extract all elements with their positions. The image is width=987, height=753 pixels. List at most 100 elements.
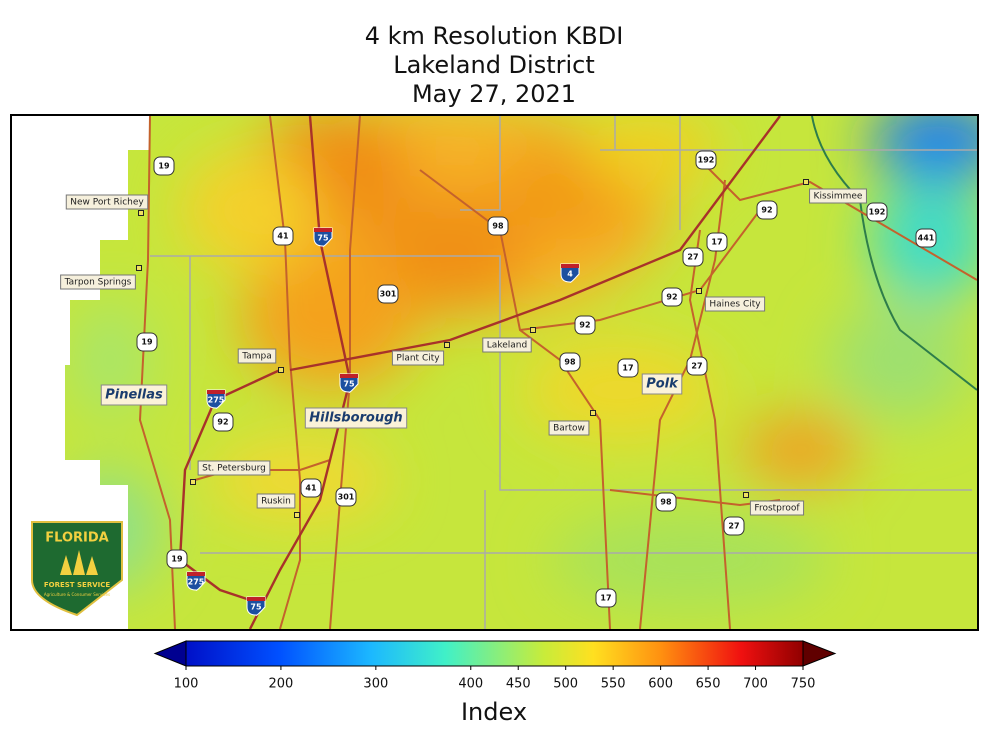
place-marker [590,410,596,416]
place-label-text: Ruskin [261,497,291,507]
route-shield: 41 [300,478,322,498]
colorbar-tick-label: 700 [743,677,768,692]
county-label: Hillsborough [304,407,408,429]
shield-band [207,390,225,394]
route-shield: 192 [695,150,717,170]
shield-band [340,374,358,378]
colorbar-tick-label: 100 [174,677,199,692]
place-label: Plant City [391,350,445,366]
route-number: 192 [869,208,886,217]
shield-shape [866,202,888,222]
route-shield: 27 [723,516,745,536]
shield-shape [560,263,580,283]
shield-shape [915,228,937,248]
interstate-shield: 275 [186,571,206,591]
colorbar-tick-label: 200 [269,677,294,692]
county-label-text: Polk [646,377,679,392]
shield-shape [574,315,596,335]
route-number: 19 [171,555,183,564]
shield-band [187,572,205,576]
interstate-shield: 75 [339,373,359,393]
route-shield: 92 [212,412,234,432]
route-shield: 41 [272,226,294,246]
route-shield: 301 [335,487,357,507]
shield-shape [206,389,226,409]
route-number: 19 [158,162,170,171]
place-marker [803,179,809,185]
shield-shape [300,478,322,498]
route-number: 19 [141,338,153,347]
place-label: St. Petersburg [197,460,271,476]
place-label-text: Haines City [709,300,761,310]
place-label: Bartow [548,420,590,436]
shield-shape [655,492,677,512]
colorbar-extend-high [802,640,837,667]
place-label-text: Kissimmee [814,192,863,202]
place-marker [138,210,144,216]
map-labels: New Port Richey Tarpon Springs Tampa Plant … [60,150,937,616]
place-marker [530,327,536,333]
route-number: 41 [305,484,317,493]
shield-shape [246,596,266,616]
route-shield: 92 [661,287,683,307]
place-label: Frostproof [749,500,805,516]
county-label: Polk [641,373,683,395]
place-label-box [749,500,805,516]
route-number: 27 [687,253,698,262]
route-number: 27 [728,522,739,531]
route-number: 98 [492,222,504,231]
route-shield: 19 [153,156,175,176]
route-number: 41 [277,232,289,241]
place-label-box [256,493,296,509]
route-number: 98 [660,498,672,507]
place-label-text: Bartow [553,424,585,434]
kbdi-field [65,116,977,629]
shield-shape [695,150,717,170]
route-shield: 192 [866,202,888,222]
interstate-shield: 275 [206,389,226,409]
route-shield: 19 [136,332,158,352]
colorbar-body [185,640,804,667]
place-label-text: Plant City [396,354,440,364]
logo-agency: FOREST SERVICE [44,581,111,589]
route-number: 275 [188,578,205,587]
route-number: 92 [217,418,228,427]
colorbar-tick-label: 600 [648,677,673,692]
route-shield: 98 [655,492,677,512]
place-label-box [60,274,136,290]
place-label-box [391,350,445,366]
colorbar-tick-label: 450 [506,677,531,692]
shield-shape [186,571,206,591]
place-marker [294,512,300,518]
place-label-box [809,188,867,204]
shield-shape [487,216,509,236]
shield-shape [335,487,357,507]
colorbar-tick-label: 750 [791,677,816,692]
county-label: Pinellas [100,384,168,406]
place-label: Tarpon Springs [60,274,136,290]
interstate-shield: 75 [246,596,266,616]
colorbar-tick-label: 400 [458,677,483,692]
route-number: 27 [691,362,702,371]
county-label-text: Pinellas [105,388,163,403]
logo: FLORIDA FOREST SERVICE Agriculture & Con… [31,521,123,617]
colorbar-extend-low [153,640,187,667]
route-shield: 17 [706,232,728,252]
route-shield: 27 [686,356,708,376]
route-shield: 17 [595,588,617,608]
place-label: Lakeland [482,337,532,353]
county-label-box [100,384,168,406]
route-number: 301 [338,493,355,502]
route-number: 92 [761,206,772,215]
county-label-box [641,373,683,395]
route-shield: 17 [617,358,639,378]
place-label-text: New Port Richey [70,198,144,208]
place-label-text: Tampa [241,352,272,362]
place-label-box [237,348,277,364]
shield-shape [136,332,158,352]
route-shield: 301 [377,284,399,304]
shield-shape [153,156,175,176]
route-number: 17 [622,364,633,373]
place-label-text: Frostproof [754,504,800,514]
